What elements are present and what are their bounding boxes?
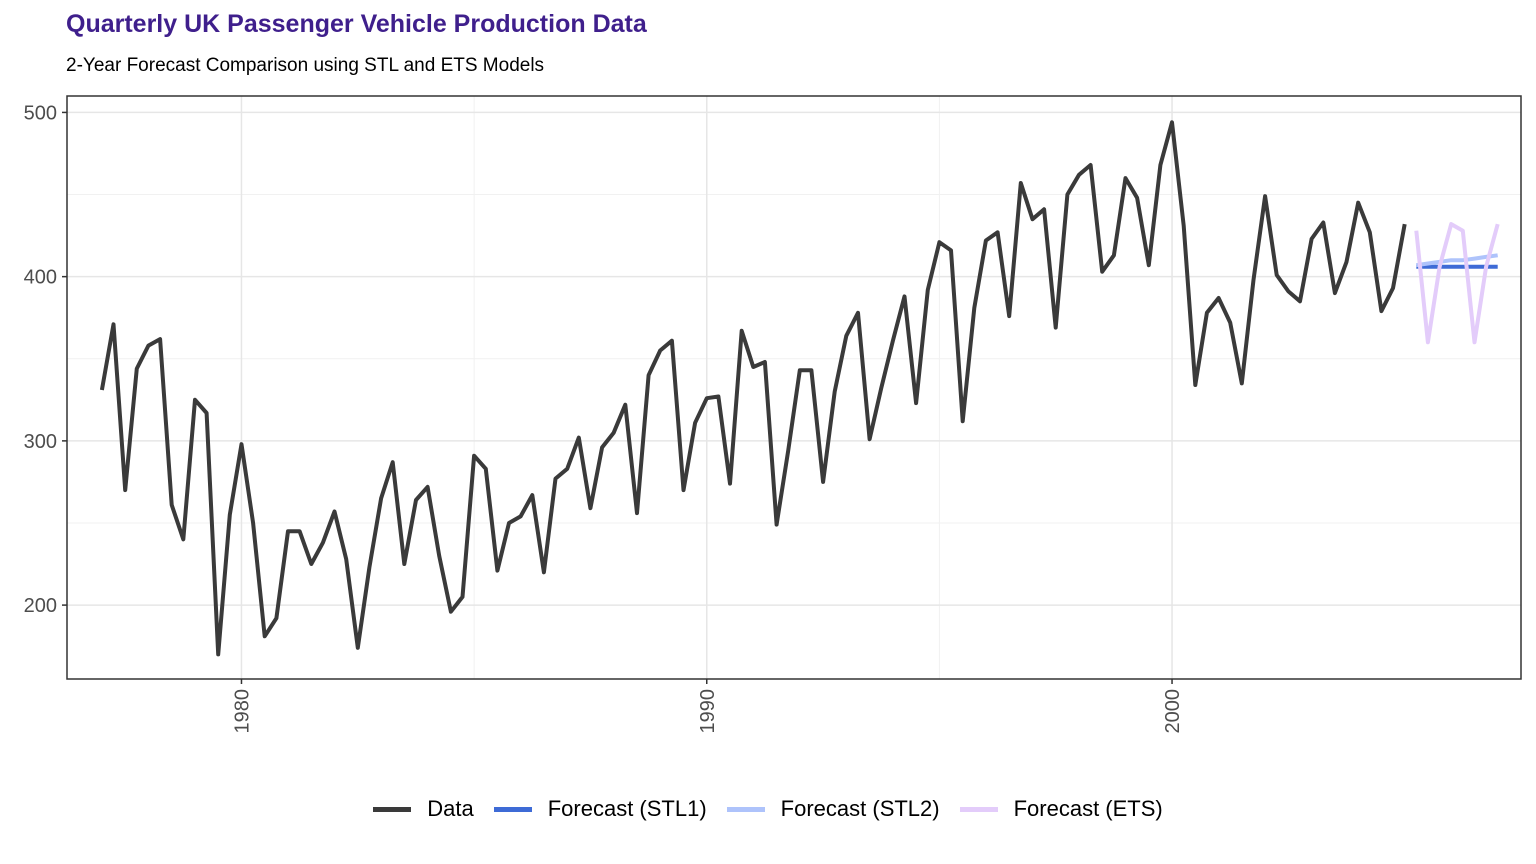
x-axis-tick-label: 2000	[1162, 689, 1184, 734]
legend-swatch	[373, 806, 412, 812]
series-line-forecast-stl2	[1416, 253, 1498, 268]
y-axis-tick-label: 200	[24, 595, 57, 617]
legend-item-forecast-ets: Forecast (ETS)	[959, 796, 1163, 822]
legend-label: Forecast (STL2)	[780, 796, 940, 821]
legend: Data Forecast (STL1) Forecast (STL2) Foreca…	[0, 796, 1536, 822]
legend-label: Data	[427, 796, 474, 821]
chart-title: Quarterly UK Passenger Vehicle Productio…	[66, 10, 647, 38]
legend-swatch	[493, 806, 532, 812]
legend-swatch	[959, 806, 998, 812]
legend-label: Forecast (STL1)	[547, 796, 707, 821]
chart-subtitle: 2-Year Forecast Comparison using STL and…	[66, 55, 545, 76]
x-axis-tick-label: 1980	[231, 689, 253, 734]
legend-item-data: Data	[373, 796, 474, 822]
legend-swatch	[726, 806, 765, 812]
series-line-data	[99, 120, 1407, 657]
y-axis-tick-label: 500	[24, 102, 57, 124]
legend-label: Forecast (ETS)	[1013, 796, 1163, 821]
legend-item-forecast-stl1: Forecast (STL1)	[493, 796, 707, 822]
y-axis-tick-label: 300	[24, 431, 57, 453]
x-axis-tick-label: 1990	[697, 689, 719, 734]
series-line-forecast-ets	[1414, 222, 1500, 345]
y-axis-tick-label: 400	[24, 267, 57, 289]
plot-border	[66, 95, 1522, 680]
legend-item-forecast-stl2: Forecast (STL2)	[726, 796, 940, 822]
